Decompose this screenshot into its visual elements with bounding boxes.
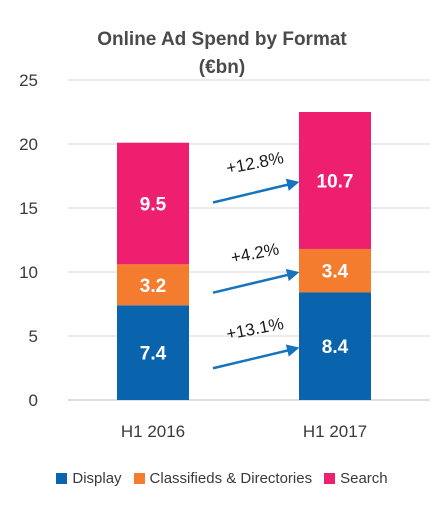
chart-title: Online Ad Spend by Format (97, 29, 347, 50)
data-label-1-0: 8.4 (322, 337, 349, 358)
legend-item-search: Search (324, 470, 388, 487)
data-label-1-1: 3.4 (322, 262, 349, 283)
legend-swatch-display (56, 473, 68, 484)
bar-segment-0-0 (117, 305, 189, 400)
growth-label-2: +12.8% (225, 148, 286, 178)
legend-swatch-classifieds (133, 473, 145, 484)
legend-item-classifieds: Classifieds & Directories (133, 470, 313, 487)
data-label-0-0: 7.4 (140, 344, 167, 365)
y-tick-label-5: 5 (29, 327, 38, 346)
legend-item-display: Display (56, 470, 122, 487)
legend-swatch-search (324, 473, 336, 484)
y-tick-label-0: 0 (29, 391, 38, 410)
y-tick-label-25: 25 (19, 71, 38, 90)
growth-label-0: +13.1% (225, 314, 286, 344)
y-tick-label-10: 10 (19, 263, 38, 282)
category-label-1: H1 2017 (303, 422, 367, 441)
legend-label-display: Display (72, 470, 122, 487)
bar-segment-1-2 (299, 112, 371, 249)
bar-segment-0-1 (117, 264, 189, 306)
bar-segment-1-0 (299, 292, 371, 400)
growth-arrow-1 (212, 268, 300, 294)
data-label-0-2: 9.5 (140, 195, 167, 216)
category-label-0: H1 2016 (121, 422, 185, 441)
bar-segment-0-2 (117, 142, 189, 265)
growth-arrow-2 (212, 178, 300, 204)
data-label-1-2: 10.7 (317, 171, 354, 192)
y-tick-label-15: 15 (19, 199, 38, 218)
chart-legend: Display Classifieds & Directories Search (0, 470, 444, 487)
y-tick-label-20: 20 (19, 135, 38, 154)
bar-segment-1-1 (299, 248, 371, 293)
chart-subtitle: (€bn) (198, 57, 246, 78)
growth-arrow-0 (212, 344, 300, 370)
growth-label-1: +4.2% (229, 239, 280, 267)
data-label-0-1: 3.2 (140, 276, 166, 297)
legend-label-search: Search (340, 470, 388, 487)
legend-label-classifieds: Classifieds & Directories (149, 470, 313, 487)
